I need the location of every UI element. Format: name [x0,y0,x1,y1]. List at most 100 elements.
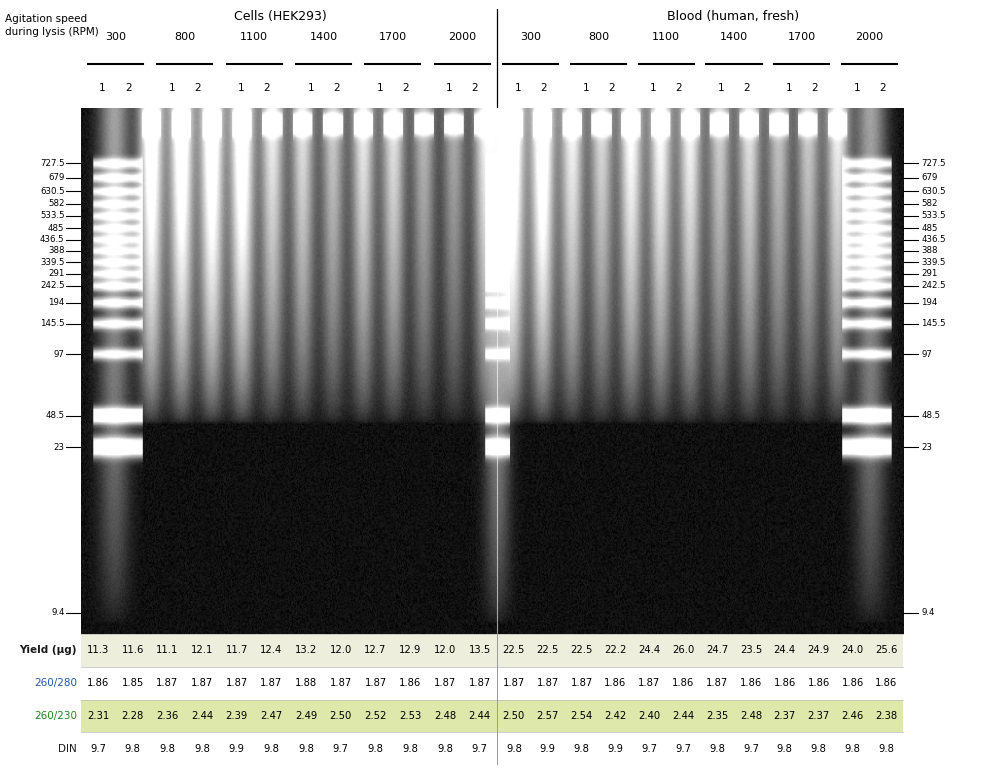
Bar [81,634,497,666]
Text: 2000: 2000 [855,32,884,42]
Text: 1.87: 1.87 [330,678,352,688]
Text: 9.7: 9.7 [471,744,488,754]
Text: 9.7: 9.7 [642,744,657,754]
Text: 436.5: 436.5 [921,235,946,244]
Text: 2: 2 [264,83,271,94]
Bar [81,733,497,765]
Text: 9.8: 9.8 [776,744,793,754]
Text: 1100: 1100 [240,32,268,42]
Bar [497,666,903,700]
Text: 9.8: 9.8 [159,744,175,754]
Text: 2.49: 2.49 [295,711,317,721]
Text: 2.31: 2.31 [87,711,109,721]
Text: 800: 800 [588,32,609,42]
Text: 1.86: 1.86 [740,678,762,688]
Text: 679: 679 [48,173,65,182]
Text: 48.5: 48.5 [921,411,940,421]
Text: 339.5: 339.5 [40,257,65,267]
Text: 11.3: 11.3 [87,645,109,656]
Text: 9.4: 9.4 [51,608,65,618]
Text: 1.88: 1.88 [295,678,317,688]
Text: 1.87: 1.87 [503,678,525,688]
Text: 9.8: 9.8 [125,744,141,754]
Text: 1.87: 1.87 [706,678,728,688]
Text: 630.5: 630.5 [40,187,65,196]
Text: 630.5: 630.5 [921,187,946,196]
Text: 23.5: 23.5 [740,645,762,656]
Text: 2.40: 2.40 [639,711,660,721]
Text: 582: 582 [921,199,938,209]
Text: 2: 2 [333,83,339,94]
Text: 1.87: 1.87 [468,678,491,688]
Text: 291: 291 [48,269,65,278]
Text: 2.38: 2.38 [876,711,897,721]
Text: 9.8: 9.8 [811,744,827,754]
Text: Blood (human, fresh): Blood (human, fresh) [667,10,799,23]
Text: 679: 679 [921,173,938,182]
Text: 242.5: 242.5 [921,281,946,291]
Text: 24.7: 24.7 [706,645,728,656]
Text: 2: 2 [608,83,615,94]
Text: 22.5: 22.5 [571,645,592,656]
Text: 9.8: 9.8 [506,744,522,754]
Text: 727.5: 727.5 [921,159,946,168]
Text: 9.8: 9.8 [574,744,589,754]
Text: 12.0: 12.0 [434,645,456,656]
Text: 2.39: 2.39 [225,711,248,721]
Text: 727.5: 727.5 [40,159,65,168]
Text: 1.86: 1.86 [841,678,864,688]
Text: 9.8: 9.8 [194,744,210,754]
Text: 97: 97 [54,349,65,359]
Text: 9.9: 9.9 [607,744,624,754]
Text: 436.5: 436.5 [40,235,65,244]
Text: 1: 1 [99,83,106,94]
Text: 1.87: 1.87 [225,678,248,688]
Text: 485: 485 [48,223,65,233]
Text: 12.9: 12.9 [400,645,421,656]
Text: 1: 1 [718,83,724,94]
Bar [81,666,497,700]
Text: 2.37: 2.37 [773,711,796,721]
Text: 1700: 1700 [379,32,407,42]
Text: 1.86: 1.86 [604,678,627,688]
Text: 48.5: 48.5 [45,411,65,421]
Text: 2.57: 2.57 [536,711,559,721]
Text: 260/280: 260/280 [33,678,77,688]
Text: Yield (μg): Yield (μg) [20,645,77,656]
Text: 2.48: 2.48 [740,711,762,721]
Text: 22.5: 22.5 [536,645,559,656]
Text: 582: 582 [48,199,65,209]
Text: 2: 2 [194,83,201,94]
Text: 24.0: 24.0 [841,645,864,656]
Text: 1.87: 1.87 [364,678,387,688]
Text: 1400: 1400 [309,32,338,42]
Text: 1: 1 [515,83,522,94]
Text: 9.7: 9.7 [90,744,106,754]
Text: 291: 291 [921,269,938,278]
Text: 533.5: 533.5 [40,212,65,220]
Text: 9.8: 9.8 [368,744,384,754]
Text: 145.5: 145.5 [40,319,65,329]
Bar [497,700,903,733]
Text: 2.54: 2.54 [571,711,592,721]
Text: 9.9: 9.9 [539,744,556,754]
Text: 2.37: 2.37 [808,711,830,721]
Text: 12.0: 12.0 [330,645,352,656]
Text: 2000: 2000 [448,32,476,42]
Text: 1.87: 1.87 [191,678,214,688]
Text: 1100: 1100 [652,32,680,42]
Text: 1.86: 1.86 [672,678,695,688]
Text: 9.8: 9.8 [437,744,453,754]
Text: 2.50: 2.50 [330,711,352,721]
Text: 9.7: 9.7 [675,744,691,754]
Text: 1: 1 [168,83,175,94]
Text: 2.47: 2.47 [261,711,282,721]
Bar [81,700,497,733]
Text: 26.0: 26.0 [672,645,695,656]
Text: 1400: 1400 [720,32,748,42]
Text: 9.4: 9.4 [921,608,935,618]
Text: 1.86: 1.86 [400,678,421,688]
Text: 2: 2 [811,83,818,94]
Text: 2.36: 2.36 [156,711,178,721]
Bar [497,634,903,666]
